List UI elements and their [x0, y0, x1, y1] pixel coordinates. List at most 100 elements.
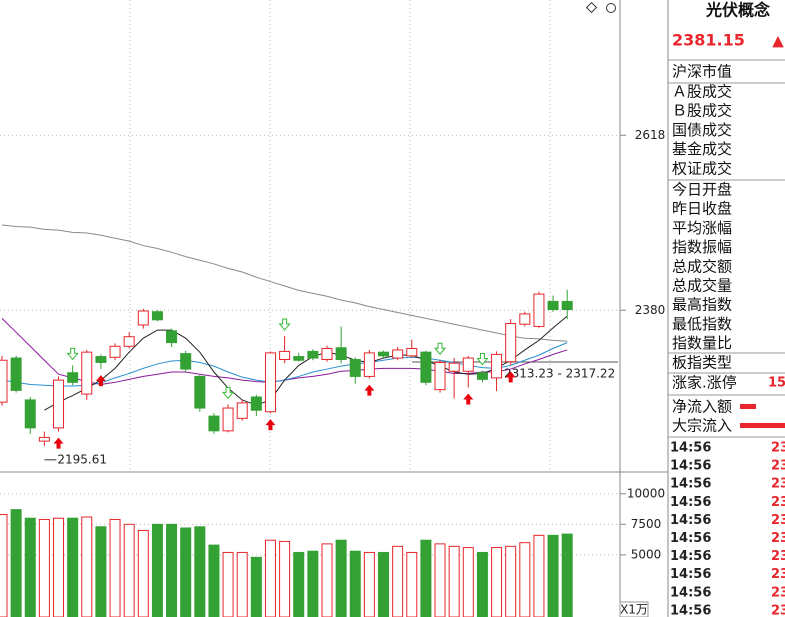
buy-signal — [364, 384, 375, 396]
candle-body — [533, 293, 545, 327]
candle-body — [349, 359, 361, 377]
volume-bar — [491, 547, 503, 617]
candle-body — [491, 353, 503, 379]
sidebar-label: 国债成交 — [672, 121, 732, 139]
trade-time: 14:56 — [670, 459, 711, 474]
volume-bar — [151, 523, 163, 617]
trade-price: 23 — [771, 567, 785, 582]
trade-time: 14:56 — [670, 441, 711, 456]
sidebar-label: 大宗流入 — [672, 417, 732, 435]
volume-bar — [208, 544, 220, 617]
volume-bar — [24, 517, 36, 617]
volume-bar — [335, 539, 347, 617]
sell-signal — [222, 386, 235, 400]
candle-body — [38, 436, 50, 442]
volume-bar — [519, 542, 531, 617]
trade-time: 14:56 — [670, 513, 711, 528]
buy-signal — [95, 375, 106, 387]
candle-body — [363, 352, 375, 377]
sidebar-label: 平均涨幅 — [672, 219, 732, 237]
volume-bar — [264, 539, 276, 617]
tool-icon[interactable] — [585, 1, 598, 14]
candle-body — [53, 379, 65, 429]
volume-bar — [53, 517, 65, 617]
vertical-grid — [129, 0, 551, 472]
flow-bar — [740, 423, 785, 428]
sidebar-label: 总成交额 — [672, 257, 732, 275]
y-tick-label: 5000 — [631, 547, 662, 561]
y-tick-label: 2618 — [635, 128, 666, 142]
volume-bar — [533, 534, 545, 617]
sidebar-label: 今日开盘 — [672, 181, 732, 199]
volume-bar — [250, 556, 262, 617]
candle-body — [123, 336, 135, 347]
volume-bar — [0, 514, 8, 617]
sidebar-label: 权证成交 — [672, 159, 732, 177]
rise-count: 158 — [768, 376, 785, 391]
candle-body — [264, 352, 276, 413]
volume-bar — [363, 551, 375, 617]
volume-bar — [194, 526, 206, 617]
sidebar-label: 总成交量 — [672, 277, 732, 295]
y-tick-label: 7500 — [631, 517, 662, 531]
buy-signal — [53, 437, 64, 449]
trade-price: 23 — [771, 477, 785, 492]
candle-body — [81, 351, 93, 395]
tool-icon[interactable] — [606, 3, 616, 13]
volume-bar — [420, 539, 432, 617]
volume-bar — [476, 551, 488, 617]
volume-bar — [222, 551, 234, 617]
trade-price: 23 — [771, 459, 785, 474]
trade-time: 14:56 — [670, 495, 711, 510]
trade-time: 14:56 — [670, 567, 711, 582]
candle-body — [151, 311, 163, 321]
trade-price: 23 — [771, 441, 785, 456]
sidebar-label: 昨日收盘 — [672, 200, 732, 218]
unit-box — [619, 601, 649, 617]
candle-body — [279, 350, 291, 361]
candle-body — [561, 300, 573, 311]
trade-price: 23 — [771, 513, 785, 528]
volume-bar — [279, 540, 291, 617]
sidebar-label: 净流入额 — [672, 398, 732, 416]
sell-signal — [476, 353, 489, 366]
volume-bar — [378, 551, 390, 617]
trade-time: 14:56 — [670, 603, 711, 617]
candle-body — [250, 396, 262, 411]
volume-unit: X1万 — [620, 603, 648, 617]
candle-body — [476, 372, 488, 380]
candle-body — [293, 356, 305, 361]
sidebar-label: 基金成交 — [672, 140, 732, 158]
candle-body — [321, 347, 333, 361]
sidebar-label: Ａ股成交 — [672, 83, 732, 101]
sidebar-label: 板指类型 — [672, 354, 732, 372]
sidebar-label: 最低指数 — [672, 315, 732, 333]
trade-price: 23 — [771, 531, 785, 546]
volume-bar — [10, 509, 22, 617]
candle-body — [24, 399, 36, 429]
candle-body — [236, 402, 248, 419]
buy-signal — [265, 419, 276, 431]
candle-body — [307, 350, 319, 359]
volume-bar — [180, 527, 192, 617]
candle-body — [208, 415, 220, 432]
sell-signal — [278, 318, 291, 331]
buy-signal — [505, 371, 516, 383]
moving-average — [1, 224, 568, 342]
trade-time: 14:56 — [670, 585, 711, 600]
volume-bar — [349, 550, 361, 617]
flow-bar — [740, 404, 756, 409]
volume-bar — [38, 518, 50, 617]
sidebar-title: 光伏概念 — [705, 1, 771, 20]
volume-bar — [434, 543, 446, 617]
trade-time: 14:56 — [670, 549, 711, 564]
sidebar-arrow: ▲ — [772, 32, 784, 50]
trade-price: 23 — [771, 495, 785, 510]
volume-bar — [448, 545, 460, 617]
candle-body — [448, 362, 460, 372]
low-label: 2195.61 — [57, 452, 107, 466]
volume-bar — [307, 550, 319, 617]
volume-bar — [505, 545, 517, 617]
